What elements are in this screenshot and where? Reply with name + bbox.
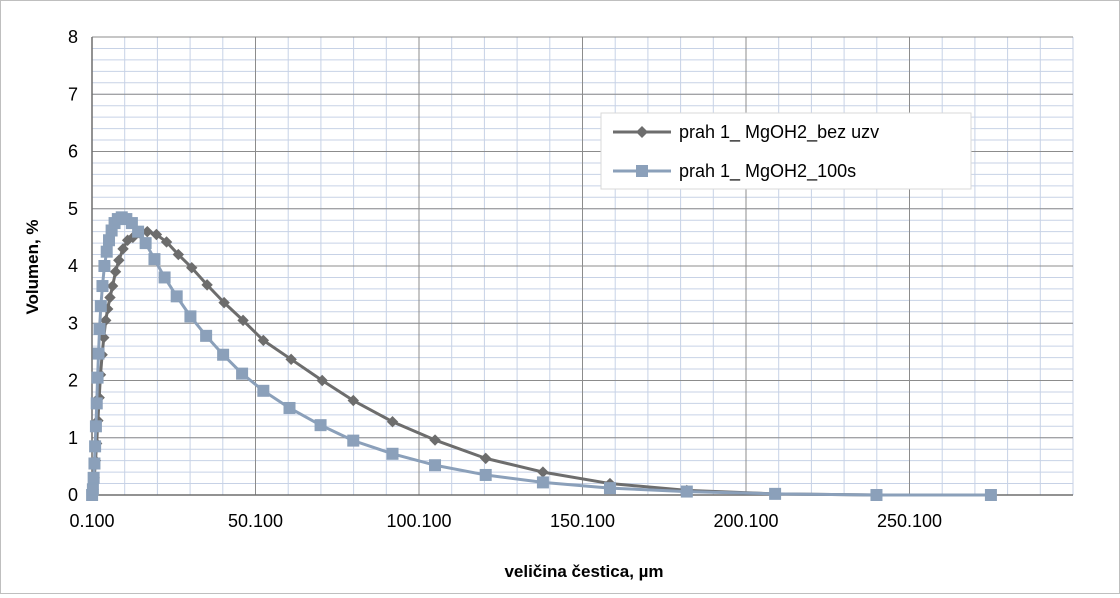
- y-tick-label: 1: [68, 428, 78, 448]
- data-point-square: [170, 290, 183, 303]
- data-point-square: [217, 348, 230, 361]
- data-point-square: [314, 419, 327, 432]
- data-point-diamond: [100, 314, 112, 327]
- series-layer: [86, 211, 997, 501]
- data-point-diamond: [285, 353, 297, 366]
- data-point-diamond: [347, 394, 359, 407]
- data-point-diamond: [186, 262, 198, 274]
- y-tick-label: 0: [68, 485, 78, 505]
- data-point-diamond: [109, 266, 122, 278]
- legend-label-2: prah 1_ MgOH2_100s: [679, 161, 856, 182]
- y-tick-label: 5: [68, 199, 78, 219]
- data-point-square: [429, 459, 442, 472]
- data-point-diamond: [218, 296, 230, 309]
- data-point-diamond: [113, 254, 125, 266]
- data-point-square: [536, 476, 549, 489]
- data-point-diamond: [386, 416, 399, 428]
- legend: prah 1_ MgOH2_bez uzv prah 1_ MgOH2_100s: [600, 112, 972, 190]
- data-point-square: [158, 271, 171, 284]
- data-point-diamond: [150, 228, 163, 241]
- x-tick-label: 50.100: [228, 511, 283, 531]
- data-point-square: [139, 237, 152, 250]
- data-point-diamond: [104, 291, 116, 304]
- data-point-square: [200, 329, 213, 342]
- data-point-square: [98, 260, 111, 272]
- data-point-square: [148, 253, 161, 266]
- data-point-square: [283, 401, 296, 414]
- legend-item-2: prah 1_ MgOH2_100s: [613, 161, 856, 182]
- data-point-square: [90, 397, 103, 410]
- data-point-square: [93, 322, 106, 335]
- x-tick-labels: 0.100 50.100 100.100 150.100 200.100 250.100: [69, 511, 942, 531]
- data-point-diamond: [429, 434, 441, 446]
- data-point-square: [89, 440, 102, 453]
- x-tick-label: 0.100: [69, 511, 114, 531]
- data-point-square: [479, 468, 492, 481]
- data-point-square: [88, 457, 101, 470]
- legend-box: [600, 112, 972, 190]
- data-point-diamond: [117, 243, 129, 255]
- x-tick-label: 250.100: [877, 511, 942, 531]
- data-point-square: [89, 420, 102, 433]
- data-point-square: [91, 371, 104, 384]
- data-point-square: [347, 434, 360, 447]
- data-point-square: [257, 384, 270, 397]
- x-tick-label: 100.100: [386, 511, 451, 531]
- y-tick-label: 2: [68, 371, 78, 391]
- data-point-square: [870, 489, 883, 501]
- series-2: [86, 211, 997, 501]
- data-point-square: [125, 217, 138, 230]
- data-point-diamond: [316, 374, 328, 387]
- data-point-square: [769, 487, 782, 500]
- x-tick-label: 200.100: [713, 511, 778, 531]
- data-point-square: [86, 483, 99, 496]
- series-1: [86, 225, 997, 501]
- data-point-square: [87, 471, 100, 484]
- legend-item-1: prah 1_ MgOH2_bez uzv: [613, 122, 879, 143]
- data-point-square: [386, 447, 399, 460]
- data-point-diamond: [172, 248, 185, 261]
- data-point-diamond: [106, 280, 119, 292]
- y-tick-label: 8: [68, 27, 78, 47]
- y-tick-label: 7: [68, 84, 78, 104]
- data-point-diamond: [201, 279, 213, 291]
- y-tick-label: 3: [68, 313, 78, 333]
- y-tick-label: 4: [68, 256, 78, 276]
- data-point-diamond: [257, 334, 270, 347]
- x-tick-label: 150.100: [550, 511, 615, 531]
- data-point-diamond: [537, 466, 549, 478]
- y-tick-label: 6: [68, 142, 78, 162]
- data-point-diamond: [237, 314, 249, 327]
- y-tick-labels: 0 1 2 3 4 5 6 7 8: [68, 27, 78, 505]
- data-point-diamond: [480, 452, 492, 465]
- data-point-diamond: [160, 236, 173, 248]
- y-axis-label: Volumen, %: [23, 219, 42, 314]
- data-point-square: [100, 245, 113, 258]
- data-point-square: [132, 225, 145, 238]
- data-point-square: [984, 489, 997, 501]
- data-point-square: [94, 300, 107, 313]
- data-point-square: [92, 347, 105, 360]
- series-line: [90, 230, 991, 497]
- legend-marker-square: [636, 165, 648, 177]
- data-point-square: [603, 482, 616, 495]
- legend-label-1: prah 1_ MgOH2_bez uzv: [679, 122, 879, 143]
- data-point-square: [236, 367, 249, 380]
- data-point-square: [184, 310, 197, 323]
- legend-marker-diamond: [636, 126, 648, 138]
- data-point-square: [680, 485, 693, 498]
- x-axis-label: veličina čestica, µm: [504, 562, 663, 581]
- data-point-square: [96, 280, 109, 293]
